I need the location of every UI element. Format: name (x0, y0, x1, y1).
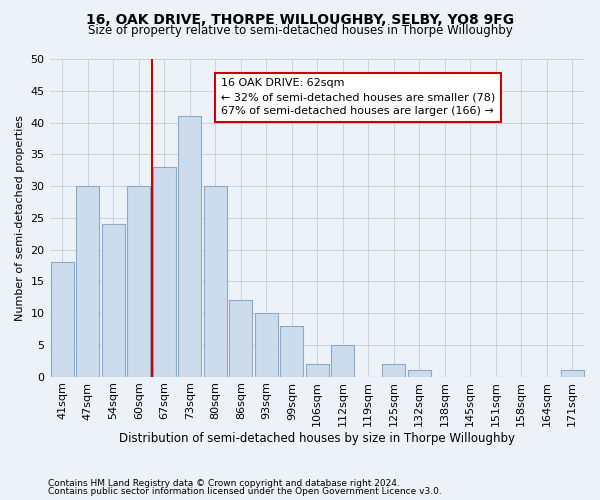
Bar (51, 262, 74, 376)
Bar (306, 364, 329, 376)
Bar (178, 116, 201, 376)
Text: 16 OAK DRIVE: 62sqm
← 32% of semi-detached houses are smaller (78)
67% of semi-d: 16 OAK DRIVE: 62sqm ← 32% of semi-detach… (221, 78, 495, 116)
Y-axis label: Number of semi-detached properties: Number of semi-detached properties (15, 115, 25, 321)
Bar (102, 224, 125, 376)
Bar (382, 364, 405, 376)
Bar (255, 313, 278, 376)
Bar (229, 300, 252, 376)
Bar (127, 186, 150, 376)
Bar (204, 186, 227, 376)
X-axis label: Distribution of semi-detached houses by size in Thorpe Willoughby: Distribution of semi-detached houses by … (119, 432, 515, 445)
Bar (331, 345, 354, 376)
Bar (153, 167, 176, 376)
Text: Contains public sector information licensed under the Open Government Licence v3: Contains public sector information licen… (48, 487, 442, 496)
Bar (76, 186, 99, 376)
Text: Contains HM Land Registry data © Crown copyright and database right 2024.: Contains HM Land Registry data © Crown c… (48, 478, 400, 488)
Bar (280, 326, 303, 376)
Bar (561, 370, 584, 376)
Text: Size of property relative to semi-detached houses in Thorpe Willoughby: Size of property relative to semi-detach… (88, 24, 512, 37)
Text: 16, OAK DRIVE, THORPE WILLOUGHBY, SELBY, YO8 9FG: 16, OAK DRIVE, THORPE WILLOUGHBY, SELBY,… (86, 12, 514, 26)
Bar (408, 370, 431, 376)
